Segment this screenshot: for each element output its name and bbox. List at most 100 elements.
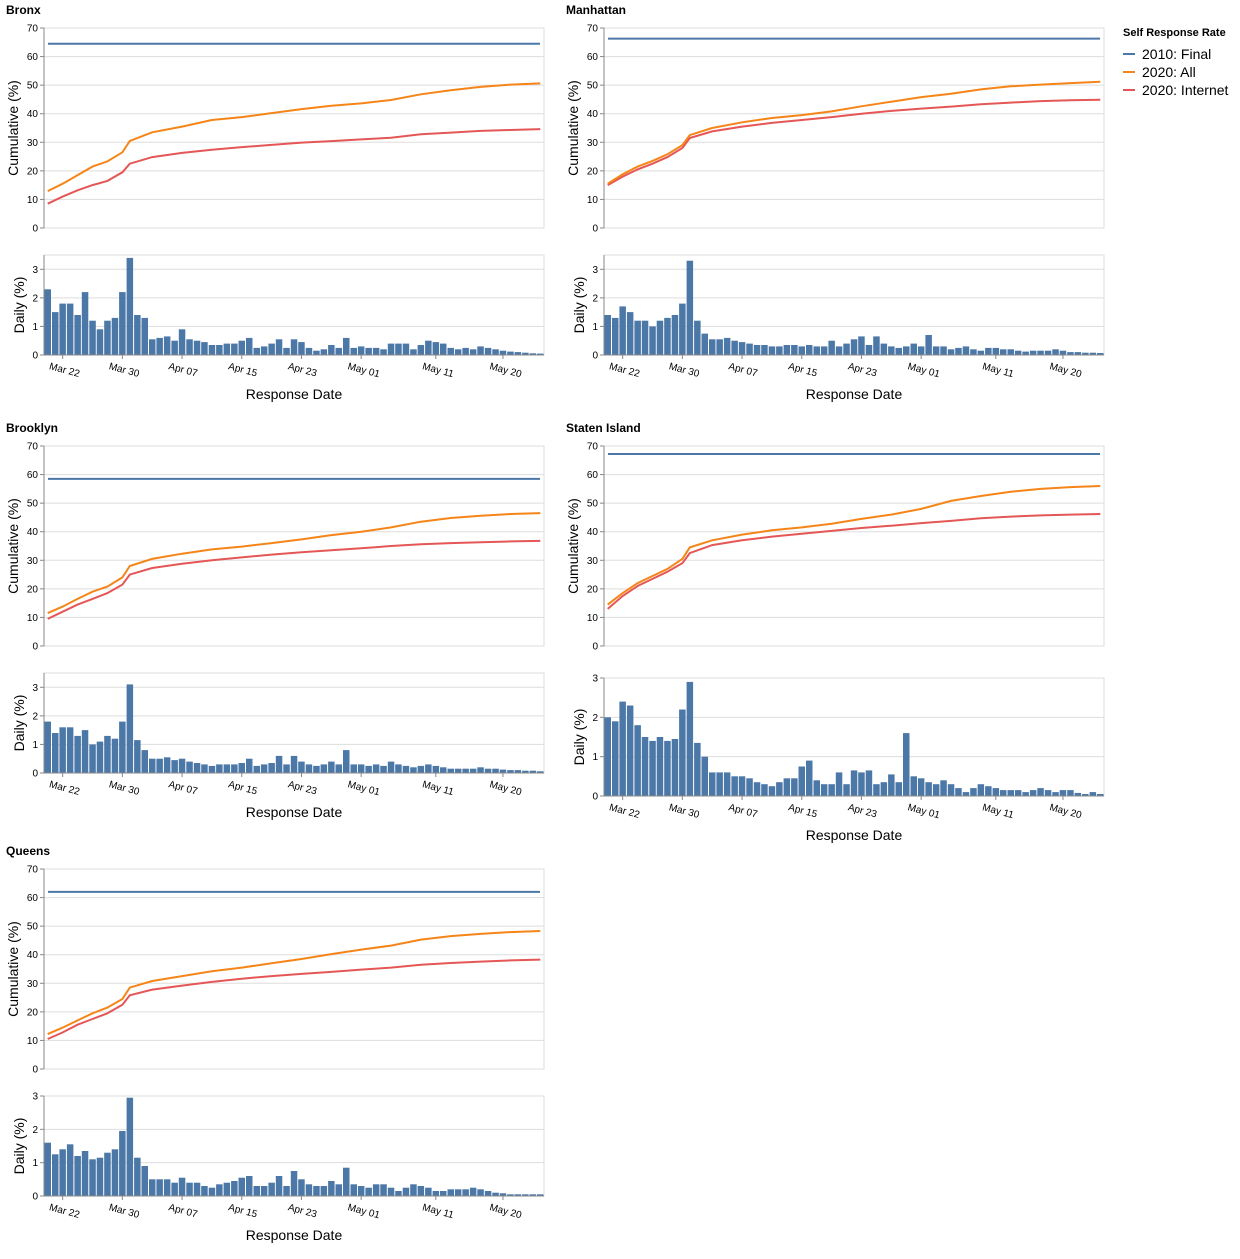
daily-bar bbox=[686, 681, 694, 796]
x-axis-title: Response Date bbox=[806, 827, 903, 843]
daily-bar bbox=[947, 784, 955, 796]
legend-item-2010-final[interactable]: 2010: Final bbox=[1123, 45, 1228, 63]
series-2020-all bbox=[47, 82, 541, 192]
daily-tick-label: 3 bbox=[592, 674, 598, 685]
daily-bar bbox=[298, 1179, 305, 1196]
cumulative-tick-label: 60 bbox=[27, 470, 39, 481]
daily-bar bbox=[1059, 790, 1067, 796]
daily-bar bbox=[888, 774, 895, 796]
daily-axis-title: Daily (%) bbox=[11, 695, 27, 752]
cumulative-tick-label: 20 bbox=[587, 584, 599, 595]
cumulative-axis-title: Cumulative (%) bbox=[565, 498, 581, 594]
daily-bar bbox=[81, 292, 89, 355]
x-axis-title: Response Date bbox=[246, 1227, 343, 1243]
cumulative-axis-title: Cumulative (%) bbox=[5, 80, 21, 176]
cumulative-tick-label: 50 bbox=[27, 81, 39, 92]
daily-bar bbox=[335, 1184, 342, 1196]
daily-bar bbox=[89, 320, 96, 355]
daily-bar bbox=[492, 768, 499, 773]
daily-bar bbox=[238, 340, 245, 355]
daily-axis-title: Daily (%) bbox=[11, 277, 27, 334]
daily-bar bbox=[104, 320, 111, 355]
daily-bar bbox=[44, 289, 51, 355]
daily-bar bbox=[686, 260, 694, 355]
cumulative-tick-label: 10 bbox=[27, 195, 39, 206]
cumulative-tick-label: 50 bbox=[587, 499, 599, 510]
daily-bar bbox=[761, 345, 768, 355]
daily-bar bbox=[343, 750, 350, 773]
daily-tick-label: 1 bbox=[592, 322, 598, 333]
daily-tick-label: 3 bbox=[592, 265, 598, 276]
cumulative-tick-label: 50 bbox=[27, 922, 39, 933]
legend-item-2020-internet[interactable]: 2020: Internet bbox=[1123, 81, 1228, 99]
daily-bar bbox=[626, 705, 634, 796]
daily-bar bbox=[529, 770, 537, 773]
daily-bar bbox=[156, 758, 163, 773]
legend-item-2020-all[interactable]: 2020: All bbox=[1123, 63, 1228, 81]
daily-bar bbox=[955, 347, 962, 355]
daily-bar bbox=[1052, 792, 1059, 796]
daily-bar bbox=[141, 1166, 148, 1196]
daily-bar bbox=[858, 772, 865, 796]
x-tick-label: Mar 30 bbox=[668, 802, 701, 821]
daily-bar bbox=[171, 340, 178, 355]
x-tick-label: May 20 bbox=[1048, 361, 1083, 380]
daily-bar bbox=[835, 346, 843, 355]
daily-bar bbox=[417, 345, 425, 355]
series-2020-internet bbox=[47, 539, 541, 620]
daily-bar bbox=[537, 353, 544, 355]
daily-bar bbox=[723, 337, 731, 355]
daily-bar bbox=[910, 776, 917, 796]
daily-bar bbox=[612, 721, 619, 796]
daily-axis-title: Daily (%) bbox=[11, 1118, 27, 1175]
daily-bar bbox=[201, 1186, 208, 1196]
daily-bar bbox=[275, 1176, 283, 1196]
daily-bar bbox=[477, 1189, 484, 1196]
daily-tick-label: 1 bbox=[32, 740, 38, 751]
daily-tick-label: 1 bbox=[32, 322, 38, 333]
x-tick-label: Apr 07 bbox=[727, 802, 759, 820]
cumulative-frame bbox=[43, 27, 545, 229]
x-tick-label: Apr 23 bbox=[847, 361, 879, 379]
daily-bar bbox=[977, 784, 985, 796]
cumulative-tick-label: 70 bbox=[27, 442, 39, 453]
daily-bar bbox=[372, 1184, 380, 1196]
daily-bar bbox=[806, 760, 813, 796]
daily-bar bbox=[1044, 790, 1052, 796]
daily-bar bbox=[843, 784, 850, 796]
daily-bar bbox=[992, 788, 1000, 796]
cumulative-tick-label: 30 bbox=[587, 138, 599, 149]
daily-bar bbox=[522, 352, 529, 355]
daily-bar bbox=[365, 765, 372, 773]
daily-bar bbox=[1029, 790, 1037, 796]
facet-title: Brooklyn bbox=[6, 421, 58, 435]
daily-bar bbox=[612, 317, 619, 355]
daily-bar bbox=[932, 346, 940, 355]
cumulative-tick-label: 10 bbox=[587, 195, 599, 206]
daily-bar bbox=[522, 1194, 529, 1196]
daily-bar bbox=[679, 709, 686, 796]
cumulative-tick-label: 30 bbox=[587, 556, 599, 567]
daily-bar bbox=[298, 761, 305, 773]
daily-bar bbox=[537, 1194, 544, 1196]
series-2020-internet bbox=[47, 958, 541, 1040]
daily-bar bbox=[671, 315, 679, 355]
cumulative-tick-label: 20 bbox=[27, 166, 39, 177]
daily-bar bbox=[260, 346, 268, 355]
daily-bar bbox=[253, 347, 260, 355]
daily-bar bbox=[664, 740, 671, 796]
daily-bar bbox=[432, 1191, 440, 1196]
daily-bar bbox=[977, 350, 985, 355]
daily-bar bbox=[246, 758, 253, 773]
facet-title: Manhattan bbox=[566, 3, 626, 17]
daily-bar bbox=[447, 347, 454, 355]
cumulative-tick-label: 70 bbox=[27, 24, 39, 35]
daily-bar bbox=[820, 784, 828, 796]
daily-bar bbox=[163, 757, 171, 773]
x-tick-label: May 11 bbox=[981, 361, 1015, 380]
daily-bar bbox=[477, 767, 484, 773]
daily-bar bbox=[537, 771, 544, 773]
daily-bar bbox=[335, 764, 342, 773]
